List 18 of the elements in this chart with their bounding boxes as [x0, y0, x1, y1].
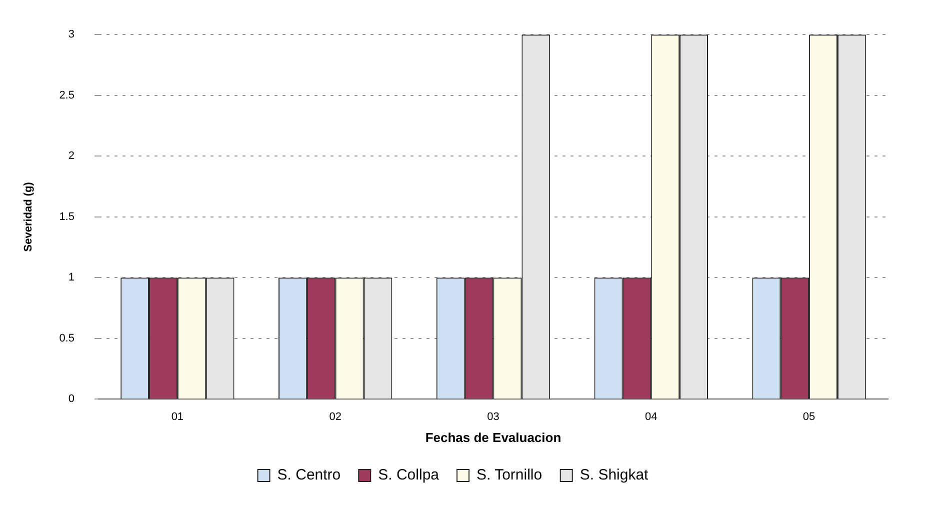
x-tick-label: 04: [645, 410, 658, 423]
legend-label: S. Centro: [277, 466, 341, 484]
x-tick-label: 05: [802, 410, 816, 423]
legend-label: S. Collpa: [378, 466, 440, 484]
x-axis-title: Fechas de Evaluacion: [425, 430, 562, 445]
y-axis-title: Severidad (g): [22, 182, 35, 252]
legend-label: S. Tornillo: [476, 466, 542, 484]
y-tick-label: 1: [68, 272, 74, 284]
y-tick-label: 0: [68, 393, 74, 406]
y-tick-label: 0.5: [59, 332, 74, 344]
y-tick-label: 2.5: [59, 89, 74, 102]
y-tick-label: 2: [68, 150, 74, 162]
x-tick-label: 01: [171, 410, 184, 423]
x-tick-label: 02: [329, 410, 342, 423]
legend-label: S. Shigkat: [580, 466, 650, 484]
y-tick-label: 3: [68, 28, 74, 41]
x-tick-label: 03: [487, 410, 500, 423]
y-tick-label: 1.5: [59, 210, 74, 223]
